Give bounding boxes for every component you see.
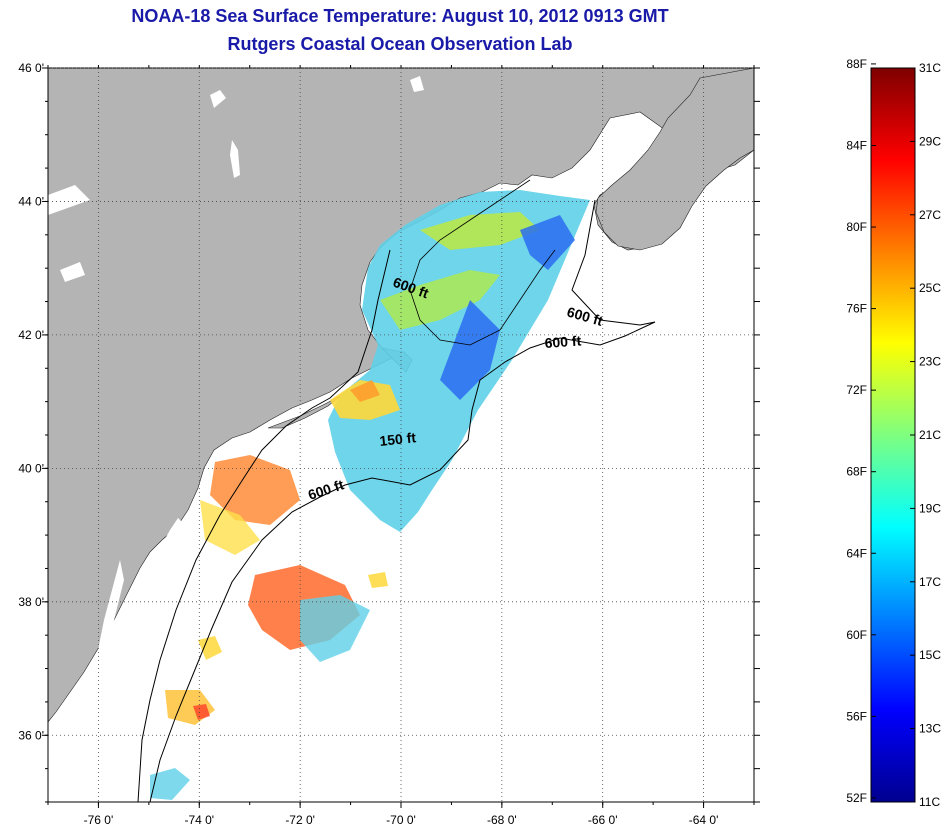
lake xyxy=(60,262,85,282)
lat-tick-label: 38 0' xyxy=(18,595,44,609)
lon-tick-label: -74 0' xyxy=(184,813,214,827)
colorbar-label-c: 23C xyxy=(919,355,941,369)
colorbar-label-f: 88F xyxy=(846,57,867,71)
colorbar-label-c: 17C xyxy=(919,575,941,589)
colorbar-label-f: 52F xyxy=(846,791,867,805)
colorbar-label-f: 68F xyxy=(846,465,867,479)
water-chesapeake-bay xyxy=(86,560,124,700)
colorbar-label-f: 72F xyxy=(846,383,867,397)
lake xyxy=(230,140,240,178)
colorbar-label-f: 84F xyxy=(846,138,867,152)
colorbar-label-f: 80F xyxy=(846,220,867,234)
colorbar-label-c: 19C xyxy=(919,501,941,515)
colorbar-label-f: 76F xyxy=(846,302,867,316)
lake xyxy=(410,76,424,92)
sst-warm-patch xyxy=(420,212,540,250)
sst-warm-patch xyxy=(380,270,500,330)
sst-patch-south xyxy=(198,636,222,660)
sst-blue-patch xyxy=(440,300,500,400)
colorbar-label-f: 56F xyxy=(846,709,867,723)
colorbar-label-c: 27C xyxy=(919,208,941,222)
land-nova-scotia xyxy=(595,68,754,251)
contour-label: 600 ft xyxy=(544,332,582,351)
lon-tick-label: -76 0' xyxy=(84,813,114,827)
contour-label: 150 ft xyxy=(379,429,417,449)
lon-tick-label: -68 0' xyxy=(487,813,517,827)
colorbar-label-c: 29C xyxy=(919,134,941,148)
lake xyxy=(48,185,90,215)
colorbar-label-c: 25C xyxy=(919,281,941,295)
lat-tick-label: 40 0' xyxy=(18,461,44,475)
colorbar-label-f: 60F xyxy=(846,628,867,642)
colorbar-label-c: 15C xyxy=(919,648,941,662)
sst-patch-south xyxy=(200,500,260,555)
lon-tick-label: -64 0' xyxy=(689,813,719,827)
lon-tick-label: -66 0' xyxy=(588,813,618,827)
lat-tick-label: 46 0' xyxy=(18,61,44,75)
colorbar-label-c: 13C xyxy=(919,722,941,736)
lake xyxy=(210,90,226,108)
colorbar-label-c: 11C xyxy=(919,795,940,809)
lat-tick-label: 44 0' xyxy=(18,194,44,208)
lon-tick-label: -70 0' xyxy=(386,813,416,827)
sst-orange-patch xyxy=(350,380,380,402)
lat-tick-label: 42 0' xyxy=(18,328,44,342)
sst-patch-south xyxy=(193,704,210,720)
contour-gom xyxy=(409,179,556,346)
sst-patch-south xyxy=(150,768,190,800)
colorbar-label-c: 21C xyxy=(919,428,941,442)
sst-patch-south xyxy=(368,572,388,588)
sst-patch-south xyxy=(210,455,300,525)
contour-600ft xyxy=(149,199,656,802)
water-delaware-bay xyxy=(160,518,182,552)
map-subtitle: Rutgers Coastal Ocean Observation Lab xyxy=(227,34,573,54)
lon-tick-label: -72 0' xyxy=(285,813,315,827)
colorbar-label-f: 64F xyxy=(846,546,867,560)
colorbar-gradient xyxy=(870,67,916,803)
sst-patch-south xyxy=(300,595,370,662)
lat-tick-label: 36 0' xyxy=(18,728,44,742)
map-title: NOAA-18 Sea Surface Temperature: August … xyxy=(131,6,669,26)
colorbar-label-c: 31C xyxy=(919,61,941,75)
sst-blue-patch xyxy=(520,215,575,270)
contour-150ft xyxy=(137,249,391,802)
